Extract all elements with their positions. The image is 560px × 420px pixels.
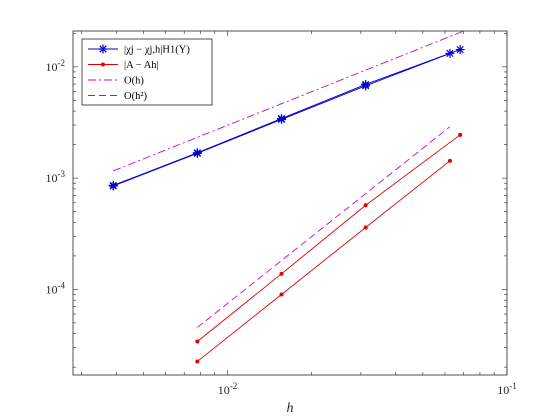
dot-marker [447, 158, 452, 163]
dot-marker [101, 62, 105, 67]
marker-stroke [456, 45, 464, 54]
legend-item: |A − Ah| [88, 60, 159, 71]
dot-marker [363, 203, 368, 208]
legend-label: O(h) [124, 76, 144, 87]
series-line [197, 134, 461, 342]
dot-marker [363, 225, 368, 230]
dot-marker [279, 292, 284, 297]
y-tick-label: 10-4 [46, 280, 66, 296]
marker-stroke [361, 80, 370, 89]
series-2 [113, 30, 464, 172]
legend-label: |A − Ah| [124, 60, 159, 71]
dot-marker [458, 132, 463, 137]
legend-label: |χj − χj,h|H1(Y) [124, 45, 190, 56]
series-line [113, 30, 464, 172]
series-line [197, 126, 451, 328]
legend-item: |χj − χj,h|H1(Y) [88, 44, 190, 56]
asterisk-marker [108, 180, 118, 190]
x-tick-label: 10-2 [218, 381, 238, 397]
dot-marker [195, 339, 200, 344]
series-line [197, 160, 451, 362]
tick-marks [73, 31, 508, 375]
legend-item: O(h²) [88, 91, 147, 102]
legend-item: O(h) [88, 76, 144, 87]
asterisk-marker [192, 148, 202, 158]
x-tick-label: 10-1 [497, 381, 517, 397]
legend: |χj − χj,h|H1(Y) |A − Ah| O(h) O(h²) [81, 38, 213, 106]
marker-stroke [109, 181, 117, 190]
legend-label: O(h²) [124, 91, 147, 102]
dot-marker [195, 359, 200, 364]
marker-stroke [193, 149, 201, 157]
y-tick-label: 10-2 [46, 58, 66, 74]
asterisk-marker [361, 79, 371, 89]
asterisk-marker [455, 45, 465, 55]
y-tick-label: 10-3 [46, 169, 66, 185]
asterisk-marker [276, 114, 286, 124]
asterisk-marker [98, 44, 108, 54]
series-0 [108, 45, 465, 191]
series-3 [197, 126, 451, 328]
marker-stroke [99, 45, 107, 53]
dot-marker [279, 271, 284, 276]
marker-stroke [277, 114, 286, 123]
x-axis-label: h [287, 401, 294, 416]
series-1 [195, 132, 463, 364]
